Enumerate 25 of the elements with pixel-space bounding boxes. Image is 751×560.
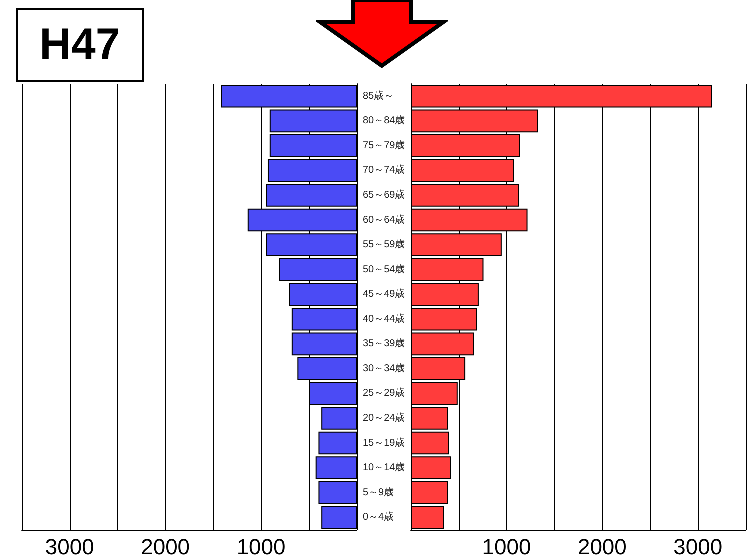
x-tick-label: 1000 xyxy=(482,534,532,560)
y-tick-label: 25～29歳 xyxy=(363,387,406,400)
chart-title: H47 xyxy=(16,8,144,82)
y-tick-label: 55～59歳 xyxy=(363,238,406,251)
y-tick-label: 35～39歳 xyxy=(363,338,406,350)
x-tick-label: 3000 xyxy=(45,534,94,560)
x-tick-label: 3000 xyxy=(674,534,723,560)
y-tick-label: 20～24歳 xyxy=(363,412,406,424)
y-tick-label: 50～54歳 xyxy=(363,263,406,276)
y-tick-label: 45～49歳 xyxy=(363,288,406,300)
y-tick-label: 5～9歳 xyxy=(363,486,394,498)
y-tick-label: 85歳～ xyxy=(363,90,394,102)
x-tick-label: 2000 xyxy=(141,534,190,560)
y-tick-label: 65～69歳 xyxy=(363,189,406,201)
y-tick-label: 0～4歳 xyxy=(363,511,394,524)
y-tick-label: 10～14歳 xyxy=(363,462,406,474)
y-tick-label: 30～34歳 xyxy=(363,362,406,374)
y-tick-label: 15～19歳 xyxy=(363,436,406,449)
y-tick-label: 40～44歳 xyxy=(363,312,406,325)
y-tick-label: 60～64歳 xyxy=(363,214,406,226)
x-tick-label: 2000 xyxy=(578,534,627,560)
y-tick-label: 70～74歳 xyxy=(363,164,406,176)
y-tick-label: 75～79歳 xyxy=(363,139,406,152)
y-tick-label: 80～84歳 xyxy=(363,114,406,127)
x-tick-label: 1000 xyxy=(236,534,286,560)
